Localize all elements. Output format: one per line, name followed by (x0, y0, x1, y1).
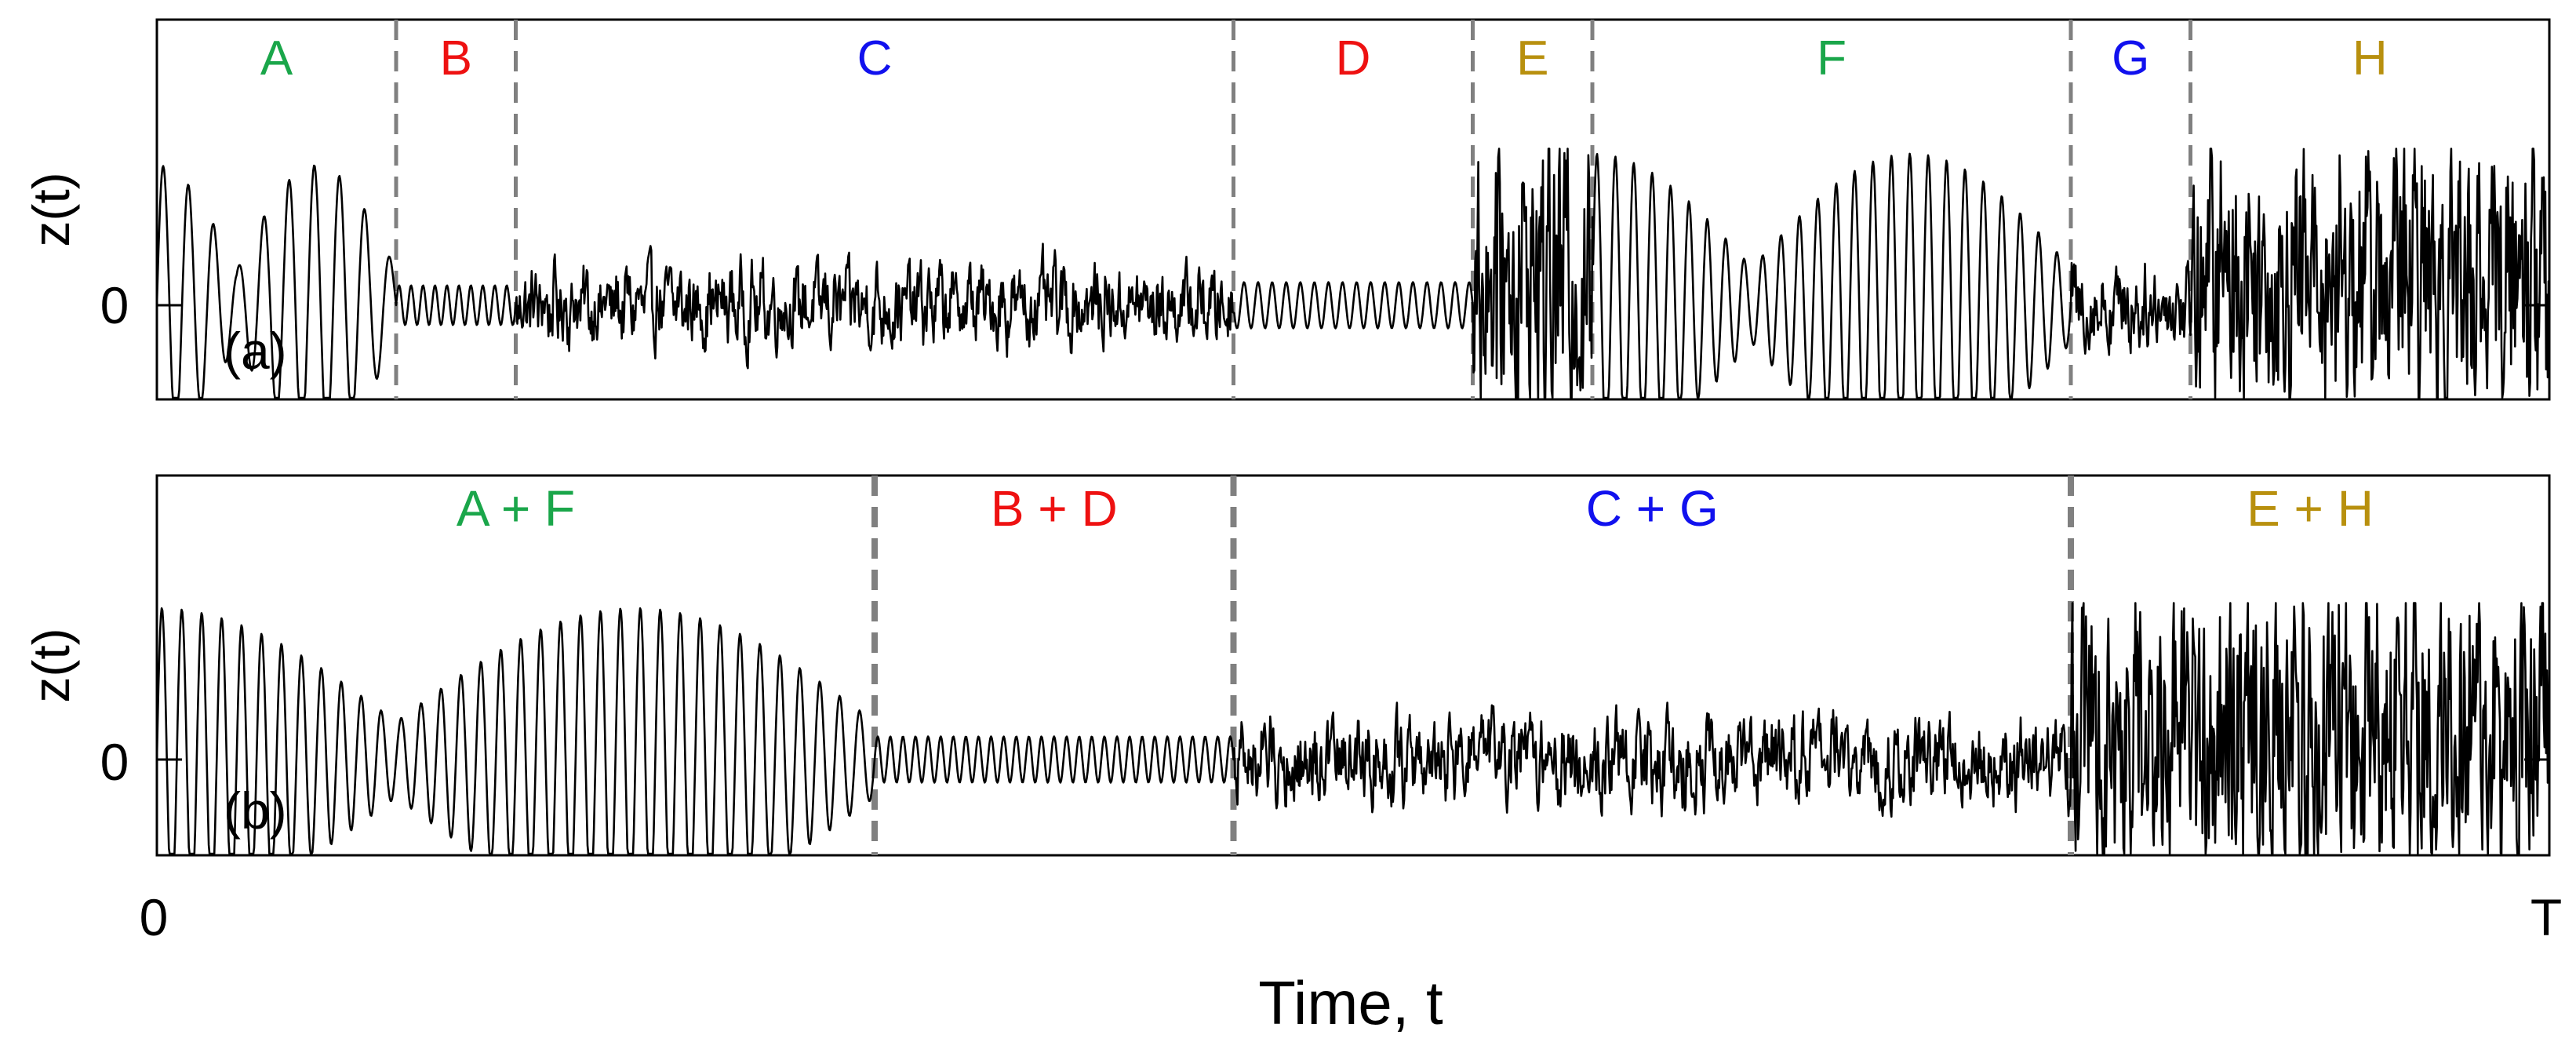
panel-b-y-zero-label: 0 (100, 733, 129, 791)
x-axis-label: Time, t (1258, 968, 1443, 1037)
panel-a-segment-label-3: C (857, 31, 893, 86)
panel-a-segment-label-6: F (1817, 31, 1846, 86)
panel-a-segment-label-7: G (2112, 31, 2149, 86)
panel-b: A + F B + D C + G E + H (b) z(t) 0 (22, 474, 2551, 857)
panel-b-ylabel: z(t) (22, 628, 80, 702)
panel-a-segment-label-5: E (1516, 31, 1548, 86)
panel-a: A B C D E F G H (a) z(t) 0 (22, 18, 2551, 401)
panel-a-frame (155, 18, 2551, 401)
panel-b-segment-label-2: B + D (991, 480, 1118, 537)
x-end-tick-label: T (2531, 888, 2562, 946)
panel-a-ylabel: z(t) (22, 172, 80, 246)
panel-a-label: (a) (224, 322, 287, 380)
x-start-tick-label: 0 (140, 888, 169, 946)
panel-a-y-zero-label: 0 (100, 276, 129, 334)
panel-b-segment-labels: A + F B + D C + G E + H (457, 480, 2374, 537)
panel-a-signal-line (155, 148, 2551, 399)
panel-b-label: (b) (224, 782, 287, 840)
panel-a-boundaries (394, 20, 2192, 399)
panel-b-segment-label-4: E + H (2247, 480, 2374, 537)
panel-b-segment-label-1: A + F (457, 480, 575, 537)
panel-a-segment-label-4: D (1336, 31, 1371, 86)
panel-b-signal-line (155, 602, 2551, 855)
panel-a-segment-labels: A B C D E F G H (260, 31, 2388, 86)
panel-b-segment-label-3: C + G (1586, 480, 1719, 537)
panel-a-segment-label-1: A (260, 31, 293, 86)
panel-a-segment-label-2: B (440, 31, 472, 86)
panel-a-segment-label-8: H (2352, 31, 2388, 86)
